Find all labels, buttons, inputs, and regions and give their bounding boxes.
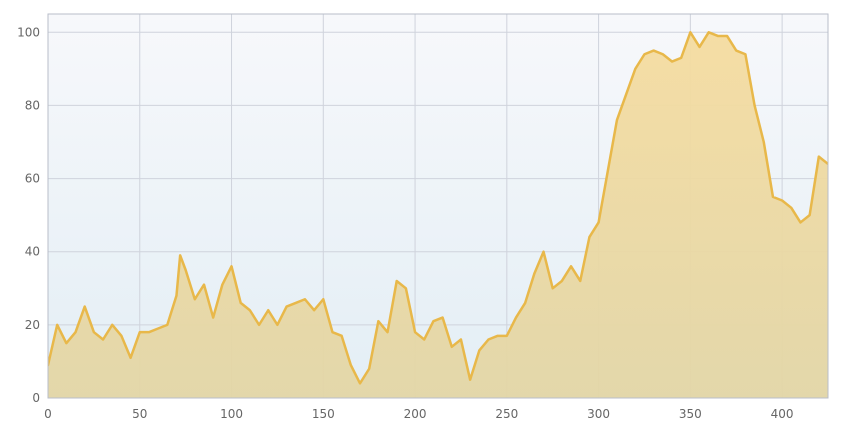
- y-axis: 0 20 40 60 80 100: [17, 25, 40, 405]
- x-tick-label: 200: [404, 407, 427, 421]
- y-tick-label: 60: [25, 172, 40, 186]
- x-axis: 0 50 100 150 200 250 300 350 400: [44, 407, 793, 421]
- y-tick-label: 40: [25, 245, 40, 259]
- y-tick-label: 80: [25, 98, 40, 112]
- x-tick-label: 250: [495, 407, 518, 421]
- y-tick-label: 100: [17, 25, 40, 39]
- x-tick-label: 50: [132, 407, 147, 421]
- series-line: [48, 31, 828, 385]
- x-tick-label: 400: [771, 407, 794, 421]
- x-tick-label: 100: [220, 407, 243, 421]
- y-tick-label: 0: [32, 391, 40, 405]
- series-area-fill: [48, 32, 828, 398]
- x-tick-label: 300: [587, 407, 610, 421]
- plot-frame: [47, 13, 829, 399]
- x-tick-label: 0: [44, 407, 52, 421]
- x-tick-label: 150: [312, 407, 335, 421]
- y-tick-label: 20: [25, 318, 40, 332]
- x-tick-label: 350: [679, 407, 702, 421]
